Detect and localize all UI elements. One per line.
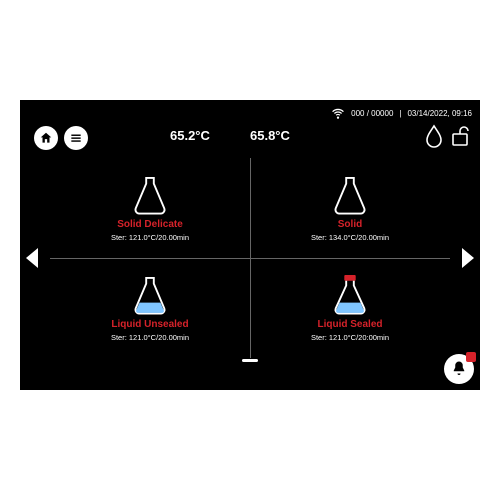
program-grid-area: Solid Delicate Ster: 121.0°C/20.00min So…	[20, 158, 480, 368]
flask-icon	[331, 274, 369, 316]
temperature-2: 65.8°C	[250, 128, 290, 143]
program-solid[interactable]: Solid Ster: 134.0°C/20.00min	[250, 158, 450, 258]
status-date: 03/14/2022, 09:16	[407, 109, 472, 118]
home-button[interactable]	[34, 126, 58, 150]
program-subtitle: Ster: 121.0°C/20.00min	[111, 233, 189, 242]
flask-icon	[331, 174, 369, 216]
header: 65.2°C 65.8°C	[20, 124, 480, 156]
program-title: Liquid Sealed	[317, 319, 382, 330]
prev-arrow[interactable]	[26, 248, 38, 268]
status-bar: 000 / 00000 | 03/14/2022, 09:16	[331, 106, 472, 120]
flask-icon	[131, 274, 169, 316]
bell-icon	[450, 360, 468, 378]
program-subtitle: Ster: 134.0°C/20.00min	[311, 233, 389, 242]
autoclave-screen: 000 / 00000 | 03/14/2022, 09:16 65.2°C 6…	[20, 100, 480, 390]
program-liquid-sealed[interactable]: Liquid Sealed Ster: 121.0°C/20:00min	[250, 258, 450, 358]
menu-button[interactable]	[64, 126, 88, 150]
temperature-1: 65.2°C	[170, 128, 210, 143]
notification-badge	[466, 352, 476, 362]
next-arrow[interactable]	[462, 248, 474, 268]
wifi-icon	[331, 106, 345, 120]
program-liquid-unsealed[interactable]: Liquid Unsealed Ster: 121.0°C/20.00min	[50, 258, 250, 358]
program-title: Solid Delicate	[117, 219, 183, 230]
program-title: Solid	[338, 219, 362, 230]
program-subtitle: Ster: 121.0°C/20:00min	[311, 333, 389, 342]
page-indicator	[242, 359, 258, 362]
program-grid: Solid Delicate Ster: 121.0°C/20.00min So…	[50, 158, 450, 358]
program-subtitle: Ster: 121.0°C/20.00min	[111, 333, 189, 342]
unlock-icon[interactable]	[450, 124, 472, 153]
status-counter: 000 / 00000	[351, 109, 393, 118]
program-title: Liquid Unsealed	[111, 319, 188, 330]
flask-icon	[131, 174, 169, 216]
status-separator: |	[399, 109, 401, 118]
program-solid-delicate[interactable]: Solid Delicate Ster: 121.0°C/20.00min	[50, 158, 250, 258]
water-drop-icon[interactable]	[424, 124, 444, 153]
notifications-button[interactable]	[444, 354, 474, 384]
